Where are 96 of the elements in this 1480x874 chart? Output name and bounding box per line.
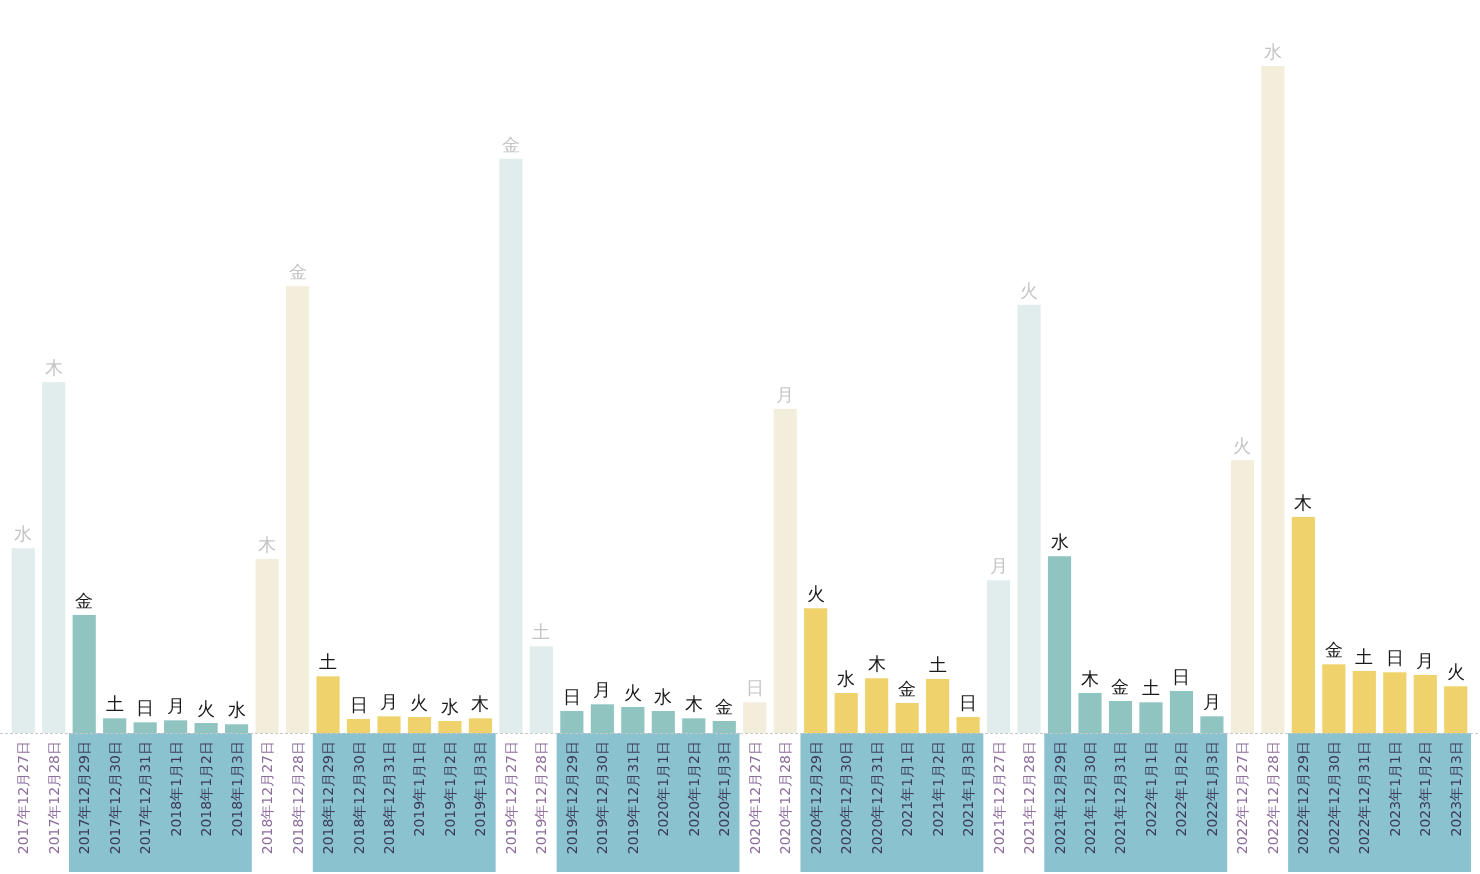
- x-tick-label: 2022年12月29日: [1295, 741, 1312, 855]
- annotation: 土: [1355, 645, 1374, 667]
- x-tick-label: 2018年1月3日: [228, 741, 245, 837]
- x-tick-label: 2021年12月30日: [1082, 741, 1099, 855]
- x-tick-label: 2023年1月3日: [1447, 741, 1464, 837]
- x-tick-label: 2021年1月3日: [960, 741, 977, 837]
- annotation: 土: [319, 651, 338, 673]
- annotation: 水: [440, 695, 459, 717]
- annotation: 火: [1233, 435, 1252, 457]
- annotation: 木: [684, 693, 703, 715]
- annotation: 月: [1202, 691, 1221, 713]
- annotation: 日: [745, 677, 764, 699]
- annotation: 日: [1172, 665, 1191, 687]
- annotation: 土: [928, 653, 947, 675]
- x-tick-label: 2021年1月1日: [899, 741, 916, 837]
- x-tick-label: 2022年12月30日: [1325, 741, 1342, 855]
- x-tick-label: 2020年1月1日: [655, 741, 672, 837]
- annotation: 水: [1263, 41, 1282, 62]
- annotation: 土: [1141, 677, 1160, 699]
- x-tick-label: 2021年1月2日: [929, 741, 946, 837]
- annotation: 月: [1416, 649, 1435, 671]
- x-tick-label: 2022年1月1日: [1142, 741, 1159, 837]
- x-tick-label: 2018年12月27日: [259, 741, 276, 855]
- x-tick-label: 2022年1月3日: [1203, 741, 1220, 837]
- annotation: 日: [959, 691, 978, 713]
- x-tick-label: 2018年12月29日: [320, 741, 337, 855]
- annotation: 金: [75, 589, 94, 611]
- annotation: 月: [989, 555, 1008, 577]
- x-tick-label: 2017年12月30日: [106, 741, 123, 855]
- x-tick-label: 2019年12月28日: [533, 741, 550, 855]
- x-tick-label: 2023年1月2日: [1417, 741, 1434, 837]
- x-tick-label: 2020年12月29日: [807, 741, 824, 855]
- x-tick-label: 2019年12月27日: [502, 741, 519, 855]
- x-tick-label: 2019年12月30日: [594, 741, 611, 855]
- x-tick-label: 2019年1月1日: [411, 741, 428, 837]
- annotation: 水: [837, 667, 856, 689]
- annotation: 金: [1111, 675, 1130, 697]
- annotation: 水: [1050, 531, 1069, 553]
- x-tick-label: 2018年12月31日: [380, 741, 397, 855]
- x-tick-label: 2020年12月28日: [777, 741, 794, 855]
- x-tick-label: 2017年12月27日: [15, 741, 32, 855]
- annotation: 水: [654, 685, 673, 707]
- x-tick-label: 2020年12月30日: [838, 741, 855, 855]
- annotation: 月: [166, 695, 185, 717]
- x-tick-label: 2022年12月31日: [1356, 741, 1373, 855]
- x-tick-label: 2022年12月27日: [1234, 741, 1251, 855]
- annotation: 月: [593, 679, 612, 701]
- annotation: 金: [715, 695, 734, 717]
- x-tick-label: 2019年12月31日: [624, 741, 641, 855]
- x-tick-label: 2018年12月28日: [289, 741, 306, 855]
- annotation: 金: [898, 677, 917, 699]
- x-tick-label: 2018年12月30日: [350, 741, 367, 855]
- x-tick-label: 2019年12月29日: [563, 741, 580, 855]
- x-tick-label: 2020年1月3日: [716, 741, 733, 837]
- annotation: 火: [197, 697, 216, 719]
- x-tick-label: 2021年12月31日: [1112, 741, 1129, 855]
- x-tick-label: 2017年12月29日: [76, 741, 93, 855]
- x-tick-label: 2020年12月27日: [746, 741, 763, 855]
- x-tick-label: 2019年1月3日: [472, 741, 489, 837]
- x-tick-label: 2021年12月27日: [990, 741, 1007, 855]
- x-tick-label: 2022年1月2日: [1173, 741, 1190, 837]
- annotation: 火: [806, 583, 825, 605]
- annotation: 木: [471, 693, 490, 715]
- x-tick-label: 2021年12月29日: [1051, 741, 1068, 855]
- annotation: 日: [1385, 647, 1404, 669]
- annotation: 木: [1081, 667, 1100, 689]
- annotation: 金: [288, 261, 307, 283]
- annotation: 水: [227, 699, 246, 721]
- annotation: 火: [623, 681, 642, 703]
- annotation: 月: [379, 691, 398, 713]
- x-tick-label: 2022年12月28日: [1264, 741, 1281, 855]
- annotation: 土: [532, 621, 551, 643]
- annotation: 金: [501, 133, 520, 155]
- x-tick-label: 2023年1月1日: [1386, 741, 1403, 837]
- x-tick-label: 2020年1月2日: [685, 741, 702, 837]
- annotation: 日: [562, 685, 581, 707]
- annotation: 日: [349, 693, 368, 715]
- annotation: 金: [1324, 639, 1343, 661]
- annotation: 木: [44, 357, 63, 379]
- annotation: 土: [105, 693, 124, 715]
- x-tick-label: 2018年1月2日: [198, 741, 215, 837]
- x-tick-label: 2021年12月28日: [1021, 741, 1038, 855]
- annotation: 月: [776, 383, 795, 405]
- annotation: 火: [410, 691, 429, 713]
- x-tick-label: 2020年12月31日: [868, 741, 885, 855]
- annotation: 木: [867, 653, 886, 675]
- annotation: 火: [1446, 661, 1465, 683]
- annotation: 火: [1020, 279, 1039, 301]
- annotation: 木: [1294, 491, 1313, 513]
- x-tick-label: 2019年1月2日: [441, 741, 458, 837]
- annotation: 日: [136, 697, 155, 719]
- x-tick-label: 2018年1月1日: [167, 741, 184, 837]
- annotation: 木: [258, 533, 277, 555]
- annotation: 水: [14, 523, 33, 545]
- x-tick-label: 2017年12月31日: [137, 741, 154, 855]
- x-tick-label: 2017年12月28日: [45, 741, 62, 855]
